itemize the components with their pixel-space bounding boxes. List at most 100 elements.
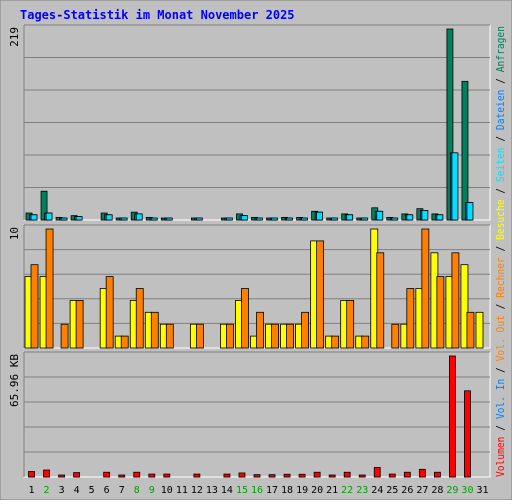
bar-rechner-day-4 (75, 299, 84, 349)
panel-background (23, 351, 491, 478)
bar-rechner-day-28 (436, 276, 445, 349)
bar-volumen-day-8 (133, 471, 141, 478)
bar-rechner-day-8 (135, 288, 144, 349)
bar-rechner-day-2 (45, 228, 54, 349)
bar-rechner-day-3 (60, 323, 69, 349)
bar-rechner-day-18 (286, 323, 294, 349)
bar-seiten-day-17 (271, 217, 278, 221)
bar-volumen-day-20 (313, 471, 321, 478)
x-label-day-10: 10 (161, 485, 173, 496)
bar-volumen-day-1 (28, 471, 35, 478)
bar-anfragen-day-30 (461, 80, 469, 221)
x-label-day-29: 29 (446, 485, 458, 496)
series-rechner (30, 228, 475, 349)
bar-volumen-day-10 (163, 473, 171, 478)
bar-anfragen-day-29 (446, 28, 454, 221)
legend-item: / (495, 304, 507, 316)
x-label-day-15: 15 (236, 485, 248, 496)
bar-seiten-day-30 (466, 202, 474, 221)
bar-rechner-day-21 (331, 335, 340, 349)
bar-seiten-day-19 (301, 217, 308, 221)
x-label-day-31: 31 (476, 485, 488, 496)
panel-volumen: 65.96 KB (8, 351, 491, 478)
bar-volumen-day-29 (449, 355, 456, 478)
bar-rechner-day-27 (421, 228, 430, 349)
x-label-day-14: 14 (221, 485, 233, 496)
legend-item: Rechner (495, 257, 507, 303)
bar-seiten-day-23 (361, 217, 369, 221)
legend-item: / (495, 367, 507, 379)
x-label-day-3: 3 (59, 485, 65, 496)
bar-volumen-day-21 (328, 474, 336, 478)
bar-seiten-day-20 (316, 211, 324, 221)
bar-volumen-day-16 (253, 474, 261, 478)
x-axis-labels: 1 2 3 4 5 6 7 8 9 10 11 12 13 14 15 16 17 18 19 20 21 22 23 24 2… (29, 485, 489, 496)
bar-volumen-day-22 (343, 471, 351, 478)
bar-rechner-day-19 (301, 311, 309, 349)
bar-volumen-day-12 (193, 473, 201, 478)
bar-seiten-day-15 (241, 215, 248, 221)
bar-rechner-day-10 (165, 323, 174, 349)
x-label-day-18: 18 (281, 485, 293, 496)
bar-seiten-day-2 (45, 212, 53, 221)
bar-volumen-day-18 (283, 473, 291, 478)
bar-rechner-day-17 (271, 323, 279, 349)
x-label-day-26: 26 (401, 485, 413, 496)
bar-seiten-day-7 (120, 217, 128, 221)
x-label-day-27: 27 (416, 485, 428, 496)
bar-seiten-day-24 (376, 210, 384, 221)
x-label-day-4: 4 (74, 485, 80, 496)
legend-item: / (495, 246, 507, 258)
legend-item: / (495, 136, 507, 148)
bar-anfragen-day-2 (40, 190, 48, 221)
bar-volumen-day-3 (58, 474, 65, 478)
bar-volumen-day-30 (464, 390, 471, 478)
bar-volumen-day-28 (433, 471, 441, 478)
x-label-day-5: 5 (89, 485, 95, 496)
bar-volumen-day-17 (268, 474, 276, 478)
x-label-day-9: 9 (149, 485, 155, 496)
bar-volumen-day-15 (238, 472, 246, 478)
legend-item: Volumen (495, 437, 507, 477)
bar-rechner-day-6 (105, 276, 114, 349)
legend-item: Anfragen (495, 26, 507, 78)
bar-seiten-day-4 (75, 216, 83, 221)
bar-rechner-day-20 (316, 240, 325, 349)
y-max-label: 219 (8, 27, 21, 47)
bar-seiten-day-28 (436, 214, 444, 221)
chart-panels: 219 10 65.96 KB (8, 24, 491, 478)
x-label-day-16: 16 (251, 485, 263, 496)
legend-item: Seiten (495, 147, 507, 187)
legend-vertical: Volumen / Vol. In / Vol. Out / Rechner /… (495, 26, 507, 477)
bar-seiten-day-25 (391, 217, 399, 221)
bar-rechner-day-9 (150, 311, 159, 349)
bar-volumen-day-26 (403, 471, 411, 478)
bar-seiten-day-9 (150, 217, 158, 221)
series-volumen (28, 355, 471, 478)
legend-item: / (495, 188, 507, 200)
bar-rechner-day-30 (466, 311, 475, 349)
bar-rechner-day-12 (195, 323, 204, 349)
bar-seiten-day-3 (60, 217, 68, 221)
legend-item: Vol. Out (495, 315, 507, 367)
bar-volumen-day-6 (103, 471, 111, 478)
bar-seiten-day-16 (256, 217, 263, 221)
bar-volumen-day-24 (373, 467, 381, 478)
bar-seiten-day-18 (286, 217, 293, 221)
chart-title: Tages-Statistik im Monat November 2025 (20, 8, 295, 22)
x-label-day-28: 28 (431, 485, 443, 496)
x-label-day-12: 12 (191, 485, 203, 496)
x-label-day-22: 22 (341, 485, 353, 496)
x-label-day-13: 13 (206, 485, 218, 496)
bar-rechner-day-15 (241, 288, 249, 349)
bar-besuche-day-31 (475, 311, 484, 349)
x-label-day-8: 8 (134, 485, 140, 496)
bar-besuche-day-30 (460, 264, 469, 349)
bar-rechner-day-26 (406, 288, 415, 349)
bar-seiten-day-10 (165, 217, 173, 221)
bar-volumen-day-14 (223, 473, 231, 478)
x-label-day-11: 11 (176, 485, 188, 496)
bar-seiten-day-8 (135, 213, 143, 221)
